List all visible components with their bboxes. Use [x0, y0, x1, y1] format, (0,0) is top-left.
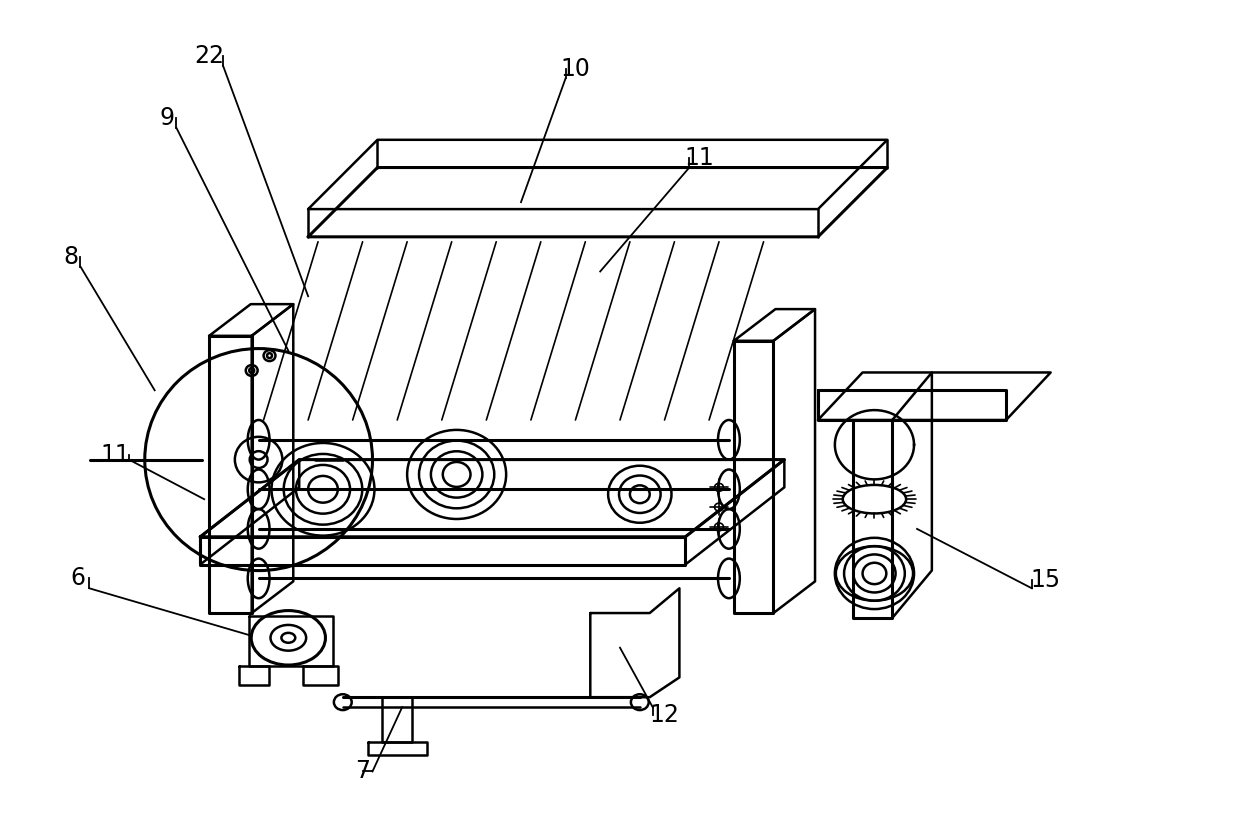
Text: 10: 10: [560, 56, 590, 80]
Text: 7: 7: [355, 759, 370, 784]
Text: 15: 15: [1030, 568, 1060, 592]
Text: 12: 12: [650, 703, 680, 727]
Text: 6: 6: [69, 566, 86, 591]
Text: 9: 9: [159, 106, 174, 130]
Text: 22: 22: [195, 44, 224, 68]
Text: 11: 11: [684, 146, 714, 169]
Text: 8: 8: [63, 245, 78, 269]
Text: 11: 11: [100, 442, 130, 467]
